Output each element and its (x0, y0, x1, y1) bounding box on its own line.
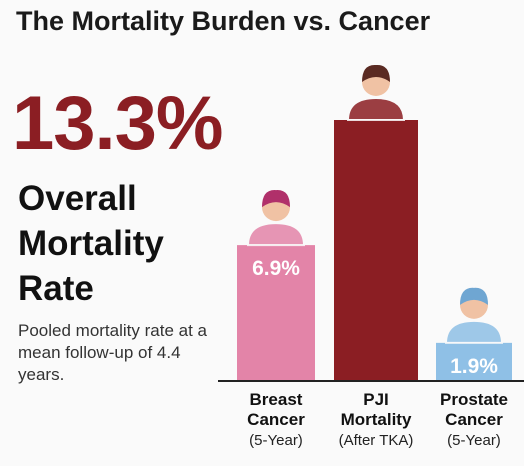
category-note: (5-Year) (249, 432, 303, 449)
person-body (444, 319, 504, 344)
category-note: (5-Year) (447, 432, 501, 449)
bar (237, 245, 315, 380)
bar (436, 342, 512, 380)
stat-note: Pooled mortality rate at a mean follow-u… (18, 321, 207, 384)
stat-label: Overall Mortality Rate (18, 179, 164, 308)
person-hair (362, 64, 390, 82)
value-label: 6.9% (252, 257, 300, 280)
person-hair (262, 190, 290, 208)
headline-stat: 13.3% (12, 81, 223, 166)
value-label: 1.9% (450, 355, 498, 378)
person-body (246, 222, 306, 247)
title: The Mortality Burden vs. Cancer (16, 6, 431, 36)
person-body (346, 96, 406, 121)
bar (334, 120, 418, 380)
person-hair (460, 287, 488, 305)
category-label: Prostate Cancer (439, 390, 509, 429)
category-label: Breast Cancer (247, 390, 305, 429)
category-label: PJI Mortality (340, 390, 412, 429)
category-note: (After TKA) (338, 432, 414, 449)
